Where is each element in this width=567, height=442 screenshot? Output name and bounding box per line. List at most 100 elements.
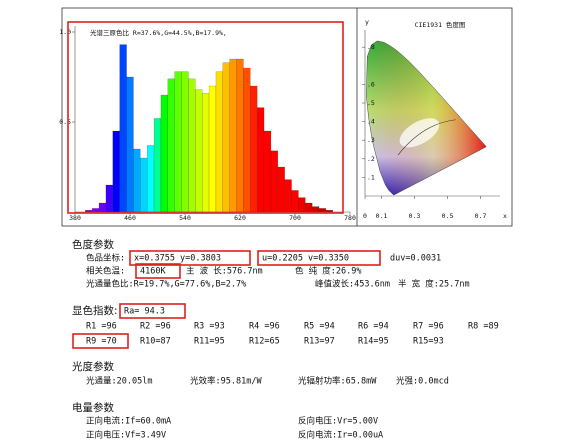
- y-tick-label: .5: [367, 99, 375, 107]
- y-tick-label: .8: [367, 43, 375, 51]
- ri-value: R2 =96: [140, 322, 171, 332]
- heading: 显色指数:: [72, 304, 118, 317]
- spectrum-bar: [318, 208, 327, 213]
- value: 反向电压:Vr=5.00V: [298, 416, 378, 427]
- spectrum-bar: [105, 184, 114, 213]
- x-tick-label: 0: [363, 212, 367, 220]
- spectrum-bar: [91, 208, 100, 213]
- ri-value: R15=93: [413, 337, 444, 347]
- x-tick-label: 0.7: [475, 212, 487, 220]
- ri-value: R13=97: [304, 337, 335, 347]
- spectrum-bar: [298, 197, 306, 213]
- cie-plot: 0 0.1 0.3 0.5 0.7 .8 .6 .5 .4 .3 .2 .1: [362, 30, 500, 220]
- spectrum-bar: [98, 202, 107, 213]
- value: 光辐射功率:65.8mW: [298, 376, 377, 387]
- spectrum-bar: [140, 157, 148, 213]
- ri-value: R6 =94: [358, 322, 389, 332]
- ri-value: R14=95: [358, 337, 389, 347]
- label: 色品坐标:: [86, 253, 125, 264]
- y-tick-label: 0.5: [59, 118, 71, 126]
- panel-frame: [61, 7, 513, 227]
- value: 正向电流:If=60.0mA: [86, 416, 171, 427]
- ri-value: R4 =96: [249, 322, 280, 332]
- spectrum-bar: [250, 85, 258, 213]
- y-tick-label: .2: [367, 155, 375, 163]
- label: 相关色温:: [86, 266, 125, 277]
- white-region: [399, 118, 440, 148]
- spectrum-bar: [311, 206, 320, 213]
- value: 正向电压:Vf=3.49V: [86, 430, 166, 441]
- y-tick-label: .6: [367, 80, 375, 88]
- spectrum-bar: [208, 85, 217, 213]
- ri-value: R12=65: [249, 337, 280, 347]
- ri-value: R8 =89: [468, 322, 499, 332]
- spectrum-title: 光谱三原色比 R=37.6%,G=44.5%,B=17.9%,: [90, 28, 227, 37]
- spectrum-plot: 380 460 540 620 700 780 1.0 0.5: [59, 26, 356, 222]
- spectrum-bar: [167, 78, 175, 213]
- x-tick-label: 780: [344, 214, 356, 222]
- spectrum-bar: [277, 166, 285, 213]
- y-tick-label: .1: [367, 173, 375, 181]
- value: 半 宽 度:25.7nm: [398, 279, 470, 290]
- value: 主 波 长:576.7nm: [186, 266, 263, 277]
- heading: 色度参数: [72, 238, 114, 251]
- spectrum-bar: [263, 130, 272, 213]
- heading: 电量参数: [72, 401, 114, 414]
- value: 色 纯 度:26.9%: [295, 266, 361, 277]
- value: 峰值波长:453.6nm: [315, 279, 390, 290]
- spectrum-bar: [270, 150, 279, 213]
- x-tick-label: 460: [124, 214, 136, 222]
- ri-value: R3 =93: [194, 322, 225, 332]
- x-tick-label: 0.1: [376, 212, 388, 220]
- spectrum-bar: [284, 179, 292, 213]
- value: duv=0.0031: [390, 254, 441, 264]
- ri-value: R5 =94: [304, 322, 335, 332]
- y-tick-label: .4: [367, 118, 375, 126]
- spectrum-bar: [146, 145, 155, 213]
- spectrum-bar: [305, 202, 313, 213]
- y-tick-label: .3: [367, 136, 375, 144]
- spectrum-bar: [153, 118, 162, 213]
- value: Ra= 94.3: [124, 307, 165, 317]
- highlight-box: [67, 21, 344, 214]
- value: 光通量色比:R=19.7%,G=77.6%,B=2.7%: [86, 279, 246, 290]
- y-tick-label: 1.0: [59, 28, 71, 36]
- cie-x-label: x: [503, 212, 507, 220]
- spectrum-bar: [243, 67, 251, 213]
- x-tick-label: 700: [289, 214, 301, 222]
- spectrum-bar: [174, 71, 182, 213]
- spectrum-bar: [291, 190, 299, 213]
- spectrum-bar: [222, 62, 230, 213]
- value: 反向电流:Ir=0.00uA: [298, 430, 383, 441]
- spectrum-bar: [256, 107, 265, 213]
- highlight-box: [129, 250, 251, 266]
- highlight-box: [257, 250, 381, 266]
- spectrum-bar: [160, 94, 169, 213]
- spectrum-bar: [119, 44, 127, 213]
- x-tick-label: 620: [234, 214, 246, 222]
- planckian-locus: [397, 119, 456, 156]
- ri-value: R10=87: [140, 337, 171, 347]
- ri-value: R7 =96: [413, 322, 444, 332]
- ri-value: R9 =70: [86, 337, 117, 347]
- spectrum-bar: [133, 148, 141, 213]
- ri-value: R11=95: [194, 337, 225, 347]
- cie-title: CIE1931 色度图: [415, 20, 466, 29]
- spectrum-bar: [188, 78, 196, 213]
- spectrum-bar: [201, 92, 210, 213]
- x-tick-label: 380: [69, 214, 81, 222]
- highlight-box: [119, 303, 186, 319]
- highlight-box: [135, 263, 181, 279]
- value: u=0.2205 v=0.3350: [262, 254, 349, 264]
- heading: 光度参数: [72, 360, 114, 373]
- ri-values: R1 =96 R2 =96 R3 =93 R4 =96 R5 =94 R6 =94 R7 =…: [86, 322, 499, 347]
- spectrum-bar: [126, 76, 134, 213]
- highlight-box: [72, 333, 129, 349]
- ri-value: R1 =96: [86, 322, 117, 332]
- spectrum-bar: [215, 71, 224, 213]
- gamut-overlay: [366, 40, 487, 196]
- value: 4160K: [140, 267, 166, 277]
- value: 光通量:20.05lm: [86, 376, 152, 387]
- x-tick-label: 540: [179, 214, 191, 222]
